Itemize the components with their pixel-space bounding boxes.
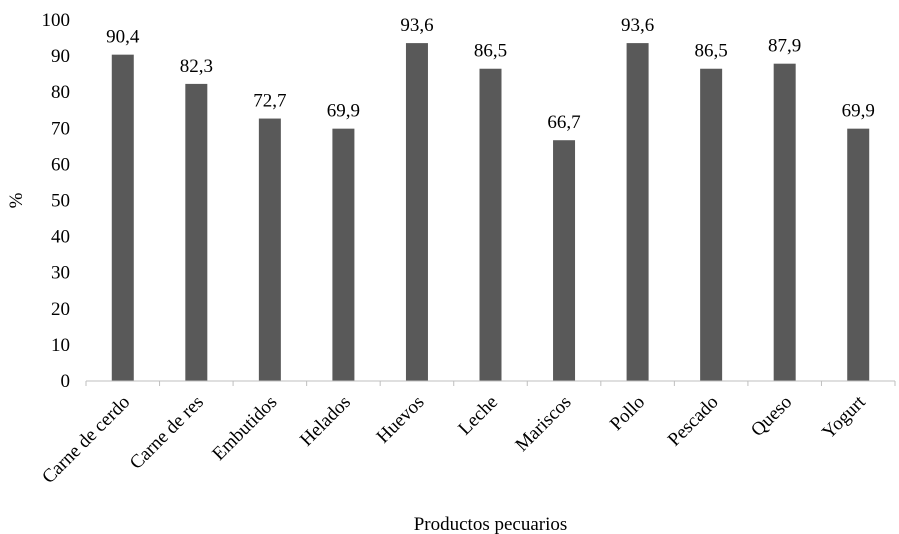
y-tick-label: 50 [51,191,70,212]
bar-value-label: 72,7 [253,91,286,112]
x-tick-label: Carne de cerdo [38,392,134,488]
bar [773,63,796,381]
x-tick-label: Leche [454,392,502,440]
bar-value-label: 86,5 [695,41,728,62]
x-tick-label: Queso [747,392,796,441]
bar [847,128,870,381]
y-tick-label: 100 [42,10,71,31]
y-tick-label: 30 [51,263,70,284]
bar-value-label: 86,5 [474,41,507,62]
y-tick-label: 40 [51,227,70,248]
x-tick-label: Embutidos [208,392,281,465]
bar [626,43,649,381]
y-tick-label: 20 [51,299,70,320]
bar [553,140,576,381]
bar [700,68,723,382]
bar-value-label: 93,6 [400,15,433,36]
x-tick-label: Carne de res [126,392,208,474]
y-axis-ticks: 0 10 20 30 40 50 60 70 80 90 100 [42,10,71,392]
bar-value-label: 69,9 [327,101,360,122]
y-tick-label: 70 [51,118,70,139]
y-tick-label: 0 [61,371,71,392]
x-tick-label: Pescado [664,392,723,451]
y-tick-label: 10 [51,335,70,356]
bar-value-label: 82,3 [180,56,213,77]
bar-value-label: 90,4 [106,27,140,48]
x-axis-title: Productos pecuarios [414,514,568,534]
bar [111,54,134,381]
x-tick-label: Mariscos [511,392,575,456]
y-axis-title: % [6,192,27,208]
bar [332,128,355,381]
bar-value-label: 93,6 [621,15,654,36]
bar-value-label: 69,9 [842,101,875,122]
bars [111,43,870,382]
y-tick-label: 80 [51,82,70,103]
bar [405,43,428,381]
y-tick-label: 90 [51,46,70,67]
bar-value-label: 87,9 [768,36,801,57]
x-tick-label: Pollo [606,392,649,435]
x-tick-label: Huevos [373,392,429,448]
bar-value-label: 66,7 [547,112,580,133]
value-labels: 90,4 82,3 72,7 69,9 93,6 86,5 66,7 93,6 86,5 87,9… [106,15,875,133]
x-tick-label: Helados [296,392,355,451]
y-tick-label: 60 [51,154,70,175]
bar [258,118,281,381]
bar [185,83,208,381]
x-tick-label: Yogurt [818,391,870,443]
bar [479,68,502,382]
